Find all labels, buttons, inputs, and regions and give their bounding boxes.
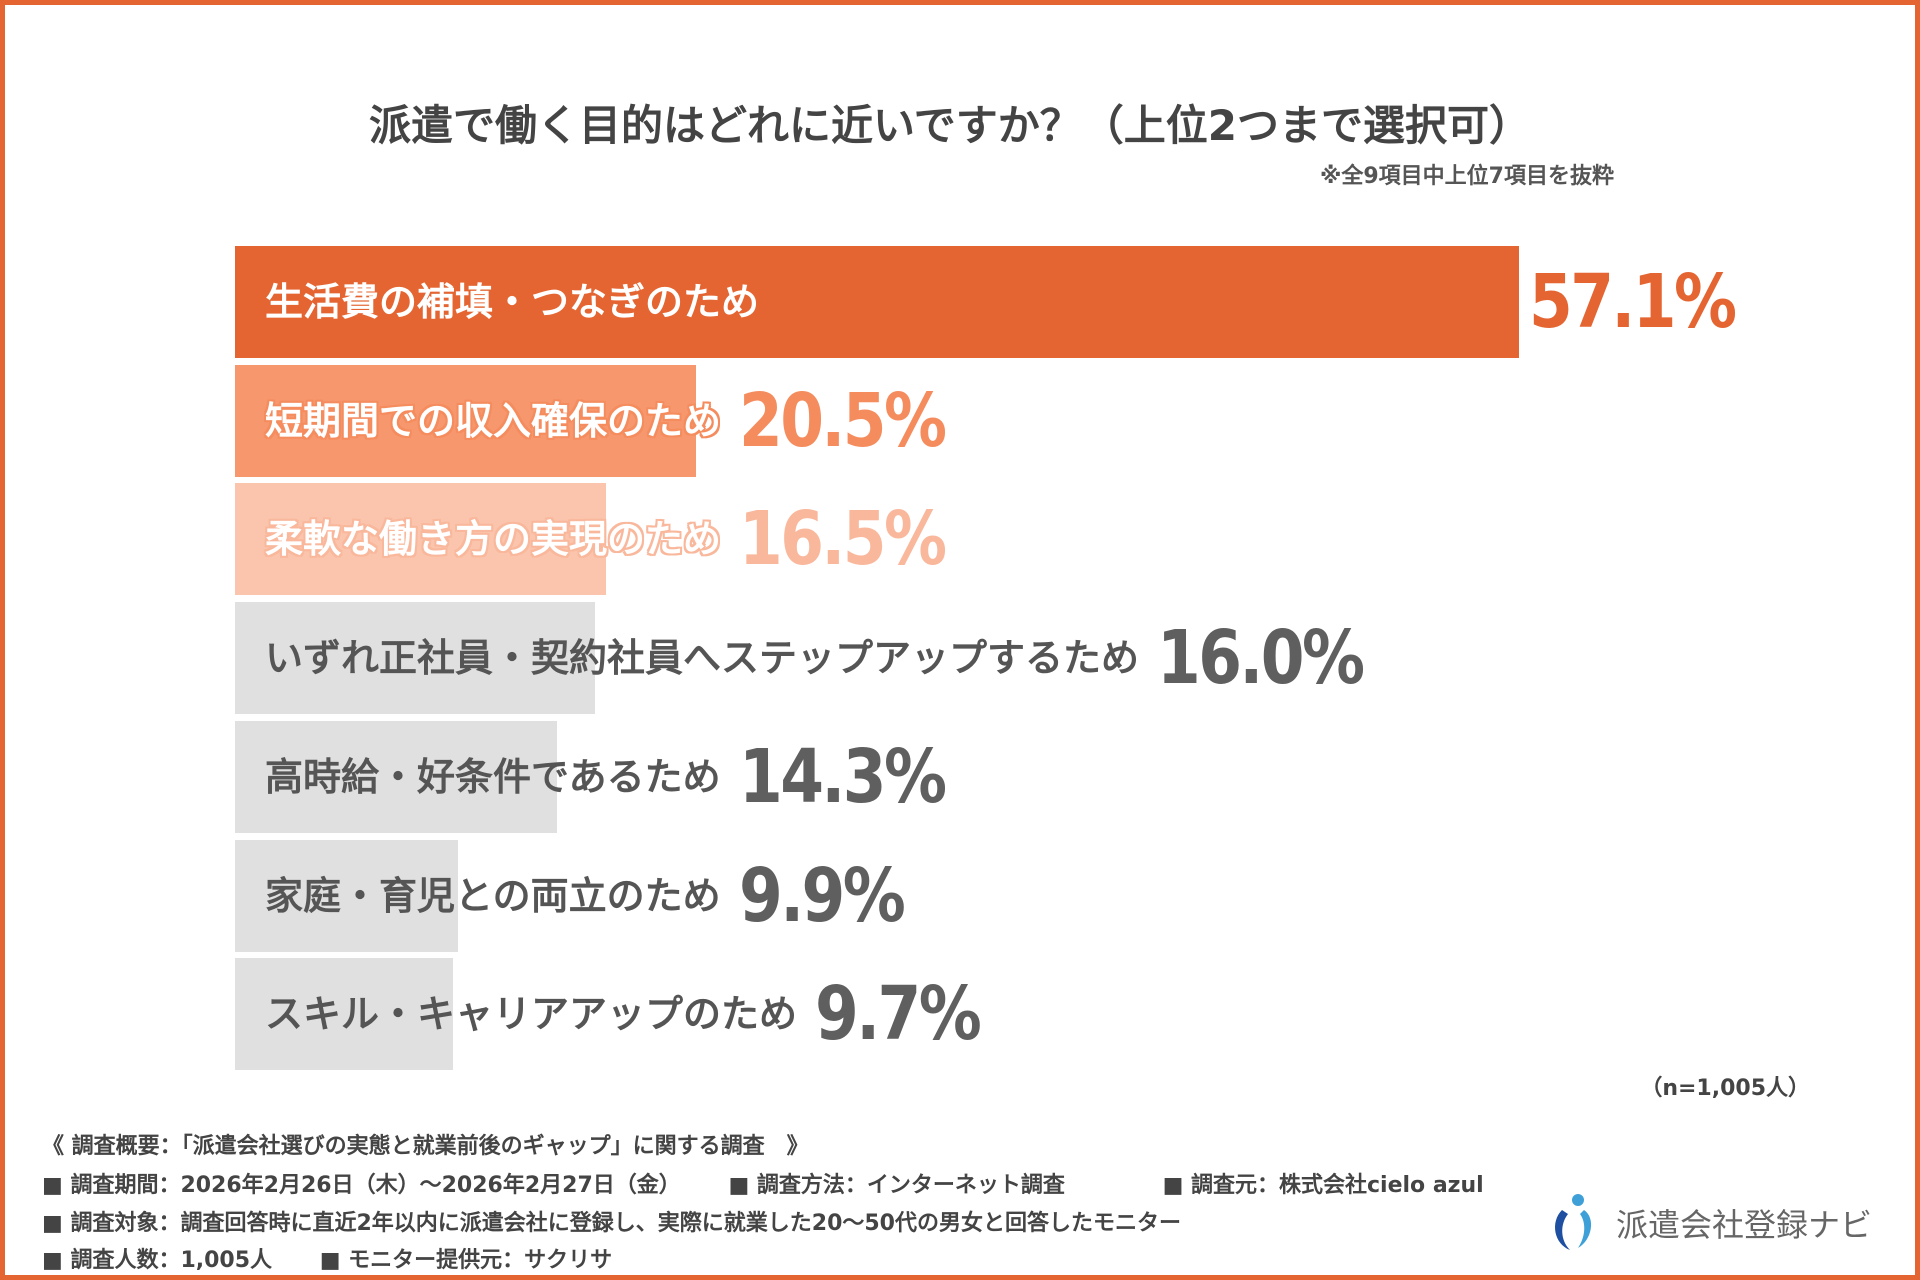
- category-label: 短期間での収入確保のため: [265, 398, 722, 443]
- value-label: 9.9%: [738, 852, 906, 939]
- logo: 派遣会社登録ナビ: [1548, 1192, 1872, 1254]
- survey-source: ■ 調査元：株式会社cielo azul: [1162, 1173, 1484, 1198]
- category-label: 柔軟な働き方の実現のため: [265, 517, 722, 562]
- bar: [235, 602, 595, 715]
- chart-note: ※全9項目中上位7項目を抜粋: [1319, 164, 1614, 189]
- bar: [235, 483, 607, 596]
- value-label: 9.7%: [815, 971, 982, 1058]
- sample-size: （n=1,005人）: [1640, 1076, 1810, 1101]
- survey-count: ■ 調査人数：1,005人: [42, 1248, 273, 1273]
- value-label: 14.3%: [738, 733, 947, 820]
- logo-text: 派遣会社登録ナビ: [1616, 1206, 1873, 1244]
- category-label: 生活費の補填・つなぎのため: [265, 280, 760, 324]
- bar-label-group: いずれ正社員・契約社員へステップアップするため 16.0%: [265, 602, 1399, 714]
- bar: [235, 364, 696, 477]
- chart-title: 派遣で働く目的はどれに近いですか？（上位2つまで選択可）: [369, 101, 1531, 150]
- bar-label-group: 家庭・育児との両立のため 9.9%: [265, 840, 932, 952]
- footer-line-3: ■ 調査人数：1,005人 ■ モニター提供元：サクリサ: [42, 1242, 652, 1274]
- footer-heading: 《 調査概要：「派遣会社選びの実態と就業前後のギャップ」に関する調査 》: [42, 1134, 809, 1159]
- bar: [235, 720, 557, 833]
- bar-label-group: 高時給・好条件であるため 14.3%: [265, 721, 980, 833]
- bar-label-group: 柔軟な働き方の実現のため 16.5%: [265, 483, 981, 595]
- bar: [235, 958, 454, 1071]
- value-label: 20.5%: [739, 377, 947, 464]
- value-label: 57.1%: [1529, 259, 1737, 345]
- monitor-provider: ■ モニター提供元：サクリサ: [319, 1248, 613, 1273]
- value-label: 16.0%: [1157, 615, 1365, 702]
- footer-line-1: ■ 調査期間：2026年2月26日（木）～2026年2月27日（金） ■ 調査方…: [42, 1167, 1524, 1199]
- category-label: 高時給・好条件であるため: [265, 754, 721, 799]
- logo-mark-icon: [1555, 1194, 1592, 1250]
- bar-label-group: 生活費の補填・つなぎのため 57.1%: [265, 246, 1737, 358]
- category-label: 家庭・育児との両立のため: [265, 873, 721, 918]
- bar: [235, 839, 458, 952]
- survey-target: ■ 調査対象：調査回答時に直近2年以内に派遣会社に登録し、実際に就業した20～5…: [42, 1211, 1181, 1236]
- bar-label-group: 短期間での収入確保のため 20.5%: [265, 365, 981, 477]
- value-label: 16.5%: [739, 496, 947, 583]
- category-label: スキル・キャリアアップのため: [265, 992, 798, 1037]
- bar: [235, 246, 1519, 358]
- survey-period: ■ 調査期間：2026年2月26日（木）～2026年2月27日（金）: [42, 1173, 681, 1198]
- survey-method: ■ 調査方法：インターネット調査: [728, 1173, 1065, 1198]
- category-label: いずれ正社員・契約社員へステップアップするため: [265, 636, 1140, 681]
- bar-label-group: スキル・キャリアアップのため 9.7%: [265, 958, 1008, 1070]
